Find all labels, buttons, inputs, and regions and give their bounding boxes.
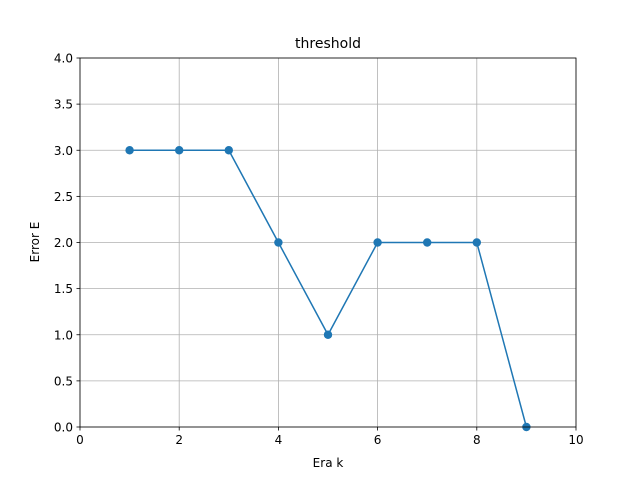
data-point (224, 146, 233, 155)
y-tick-label: 1.0 (54, 328, 73, 342)
x-tick-label: 2 (175, 433, 183, 447)
x-tick-label: 8 (473, 433, 481, 447)
x-tick-label: 6 (374, 433, 382, 447)
x-tick-label: 0 (76, 433, 84, 447)
data-point (175, 146, 184, 155)
data-point (373, 238, 382, 247)
axis-ticks: 0 2 4 6 8 10 0.0 0.5 1.0 1.5 2.0 2.5 3.0 3.5 4.0 (54, 52, 584, 448)
chart-title: threshold (295, 36, 361, 52)
y-tick-label: 3.0 (54, 144, 73, 158)
y-tick-label: 2.5 (54, 190, 73, 204)
data-point (423, 238, 432, 247)
y-axis-label: Error E (28, 222, 42, 263)
y-tick-label: 3.5 (54, 98, 73, 112)
data-point (274, 238, 283, 247)
data-point (125, 146, 134, 155)
data-point (472, 238, 481, 247)
y-tick-label: 1.5 (54, 282, 73, 296)
x-tick-label: 4 (275, 433, 283, 447)
x-tick-label: 10 (568, 433, 583, 447)
y-tick-label: 2.0 (54, 236, 73, 250)
grid (79, 57, 577, 428)
series-layer (125, 146, 531, 432)
y-tick-label: 4.0 (54, 52, 73, 66)
y-tick-label: 0.5 (54, 374, 73, 388)
data-point (323, 330, 333, 339)
y-tick-label: 0.0 (54, 421, 73, 435)
x-axis-label: Era k (313, 456, 344, 470)
